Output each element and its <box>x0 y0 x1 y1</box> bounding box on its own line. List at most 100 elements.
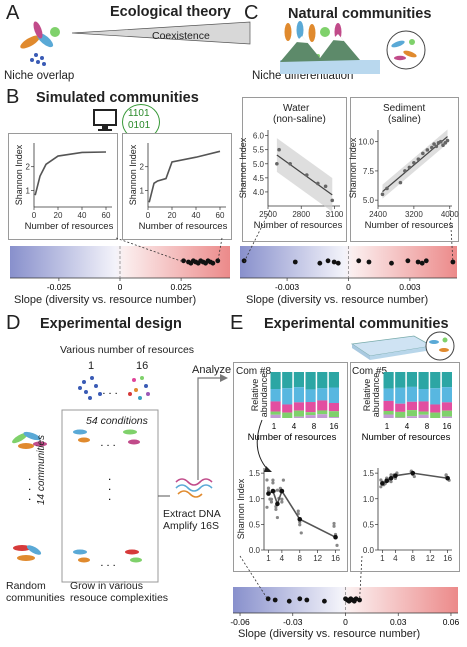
com5-stacked-bars-segment <box>406 410 417 417</box>
com5-stacked-bars-segment <box>430 388 441 405</box>
extract-line-1: Extract DNA <box>163 508 221 520</box>
com5-stack-xtick: 4 <box>405 422 410 431</box>
community-icon-2 <box>13 545 42 561</box>
E-com5-replicate <box>379 478 383 482</box>
B-sim-2-xtick-label: 20 <box>168 211 177 220</box>
E-com8-replicate <box>269 497 274 501</box>
com5-stacked-bars-segment <box>441 372 452 388</box>
C-sediment-xtick-label: 2400 <box>369 210 387 219</box>
panel-c-slope-label: Slope (diversity vs. resource number) <box>246 294 429 306</box>
analyze-label: Analyze <box>192 364 232 376</box>
E-com5-ytick-label: 0.0 <box>363 546 375 555</box>
com5-stacked-bars-segment <box>441 402 452 411</box>
E-slope-tick-label: -0.03 <box>283 617 303 627</box>
panel-a-label: A <box>6 2 20 24</box>
B-sim-2-xlabel: Number of resources <box>139 221 228 232</box>
com8-stacked-bars-segment <box>282 412 293 418</box>
resource-dots-1-icon <box>78 376 102 400</box>
resource-dots-16-icon <box>128 376 150 400</box>
C-water-ytick-label: 4.5 <box>253 174 265 183</box>
C-water-point <box>323 184 328 189</box>
E-com8-replicate <box>332 524 336 528</box>
binary-line-1: 1101 <box>128 108 150 119</box>
com8-stacked-bars <box>270 372 339 418</box>
E-com5-replicate <box>379 485 383 489</box>
E-com8-mean-point <box>266 491 271 496</box>
com8-stacked-bars-segment <box>317 410 328 415</box>
landscape-icon <box>280 30 426 74</box>
E-com5-mean-point <box>380 481 385 486</box>
E-com8-replicate <box>271 478 275 482</box>
com5-stacked-bars <box>383 372 452 418</box>
E-com8-mean-point <box>275 501 280 507</box>
E-com8-replicate <box>332 521 336 526</box>
E-slope-point <box>322 598 327 604</box>
com8-stacked-bars-segment <box>270 389 281 402</box>
random-line-2: communities <box>6 592 65 604</box>
C-water-point <box>330 198 335 203</box>
com8-stacked-bars-segment <box>328 417 339 418</box>
E-com8-mean-point <box>270 488 276 494</box>
B-sim-1-line <box>34 151 107 196</box>
panel-a-illustration <box>20 21 342 66</box>
panel-b-title: Simulated communities <box>36 90 199 106</box>
B-sim-2-xtick-label: 0 <box>146 211 151 220</box>
panel-a-title: Ecological theory <box>110 4 231 20</box>
com8-stacked-bars-segment <box>270 372 281 390</box>
E-com8-ytick-label: 1.0 <box>249 495 261 504</box>
panel-c-title: Natural communities <box>288 6 432 22</box>
panel-d-title: Experimental design <box>40 316 182 332</box>
C-slope-tick-label: 0 <box>346 282 351 292</box>
com5-title: Com #5 <box>352 366 388 377</box>
E-com8-xtick-label: 4 <box>280 554 285 563</box>
com5-stacked-bars-segment <box>441 410 452 417</box>
B-slope-tick-label: 0 <box>118 282 123 292</box>
res-max: 16 <box>136 360 149 372</box>
com8-stack-xtick: 4 <box>292 422 297 431</box>
E-com8-replicate <box>265 478 269 482</box>
com8-stack-xtick: 16 <box>330 422 339 431</box>
condition-grid-icons <box>73 429 142 563</box>
E-com5-xtick-label: 4 <box>393 554 398 563</box>
com8-stacked-bars-segment <box>317 388 328 401</box>
E-com8-xtick-label: 12 <box>313 554 322 563</box>
com5-stacked-bars-segment <box>395 403 406 412</box>
E-com5-mean-point <box>393 473 398 478</box>
com8-stacked-bars-segment <box>270 414 281 418</box>
com8-relabund-1: Relative <box>250 379 260 412</box>
B-sim-1-xtick-label: 20 <box>54 211 63 220</box>
com8-stacked-bars-segment <box>317 400 328 411</box>
com8-stacked-bars-segment <box>305 412 316 416</box>
B-sim-1-ylabel: Shannon Index <box>14 144 24 205</box>
C-water-xlabel: Number of resources <box>254 220 343 231</box>
E-com8-replicate <box>298 523 302 527</box>
C-slope-point <box>423 258 429 264</box>
C-water-ytick-label: 6.0 <box>253 132 265 141</box>
E-com8-replicate <box>266 486 271 490</box>
E-com8-ylabel: Shannon Index <box>236 478 246 539</box>
B-slope-point <box>215 258 221 264</box>
com5-stacked-bars-segment <box>441 416 452 418</box>
resources-caption: Various number of resources <box>60 344 195 356</box>
E-com5-replicate <box>389 473 393 477</box>
com8-stacked-bars-segment <box>293 416 304 418</box>
E-slope-point <box>304 597 310 603</box>
C-water-fit-line <box>276 154 333 196</box>
panel-c-label: C <box>244 2 259 24</box>
C-sediment-point <box>385 186 389 191</box>
e-connector-2 <box>359 555 363 601</box>
niche-overlap-microbes-icon <box>20 21 60 66</box>
com8-stacked-bars-segment <box>282 404 293 413</box>
E-com5-xtick-label: 16 <box>443 554 452 563</box>
community-icon-1 <box>12 431 47 449</box>
sim-plot-2-frame <box>122 133 232 240</box>
C-slope-point <box>331 259 337 265</box>
com8-stack-xlabel: Number of resources <box>248 432 337 443</box>
E-com8-replicate <box>280 497 284 501</box>
E-com8-mean-point <box>297 516 303 522</box>
E-com8-replicate <box>296 509 300 513</box>
B-sim-1-ytick-label: 1 <box>26 186 31 195</box>
E-com8-replicate <box>274 507 278 511</box>
com8-stacked-bars-segment <box>305 402 316 413</box>
